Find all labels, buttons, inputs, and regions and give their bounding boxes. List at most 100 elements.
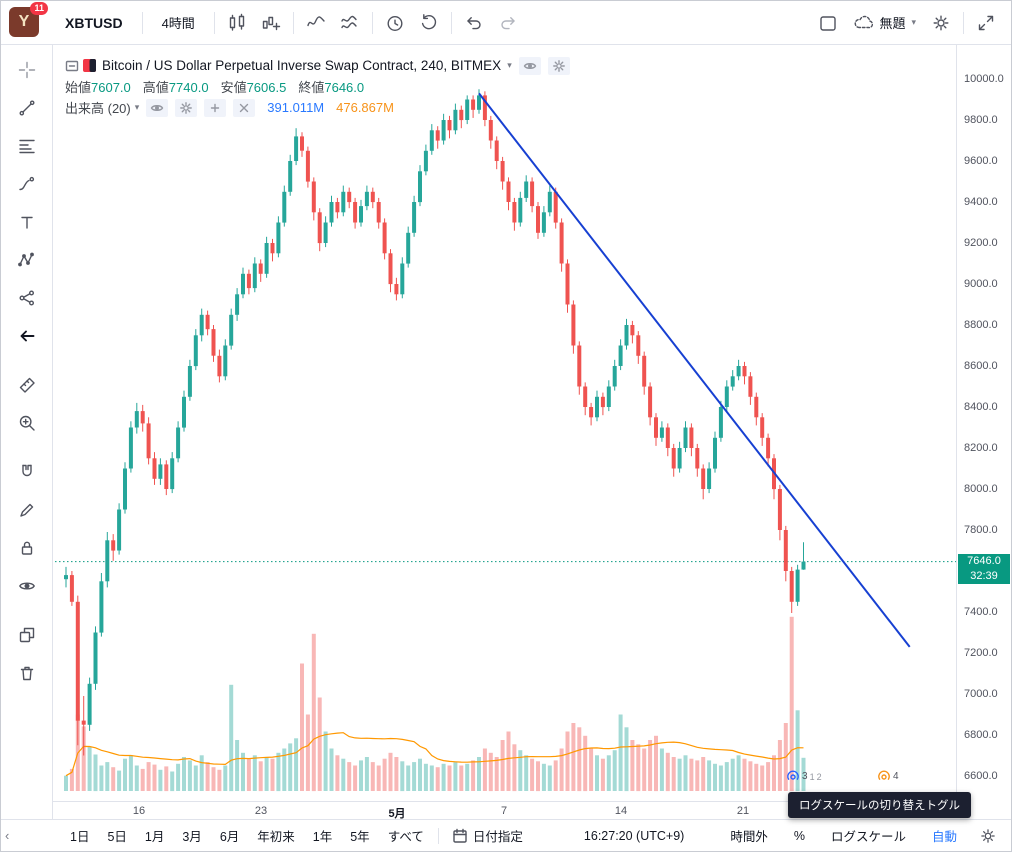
compare-button[interactable]	[254, 6, 288, 40]
drawing-toolbar	[1, 45, 53, 819]
time-axis[interactable]: 16 23 5月 7 14 21	[53, 801, 956, 821]
top-toolbar: Y 11 XBTUSD 4時間 無題 ▾	[1, 1, 1011, 45]
divider	[141, 11, 143, 34]
remove-volume-button[interactable]	[233, 98, 256, 117]
range-button-5年[interactable]: 5年	[341, 823, 378, 849]
tool-back-arrow-button[interactable]	[7, 317, 47, 355]
range-button-1年[interactable]: 1年	[304, 823, 341, 849]
tool-brush-button[interactable]	[7, 165, 47, 203]
price-axis[interactable]: 7646.0 32:39 10000.0 9800.0 9600.0 9400.0 92…	[956, 45, 1011, 801]
ruler-icon	[18, 376, 36, 394]
range-button-6月[interactable]: 6月	[211, 823, 248, 849]
text-icon	[18, 213, 36, 231]
price-tick: 8800.0	[964, 319, 998, 331]
time-tick: 5月	[388, 808, 406, 820]
tool-ruler-button[interactable]	[7, 366, 47, 404]
crosshair-icon	[18, 61, 36, 79]
undo-button[interactable]	[457, 6, 491, 40]
indicators-button[interactable]	[299, 6, 333, 40]
prediction-icon	[18, 289, 36, 307]
price-tick: 7200.0	[964, 647, 998, 659]
tool-crosshair-button[interactable]	[7, 51, 47, 89]
tool-object-tree-button[interactable]	[7, 616, 47, 654]
hide-volume-button[interactable]	[146, 98, 169, 117]
alert-button[interactable]	[378, 6, 412, 40]
symbol-button[interactable]: XBTUSD	[51, 6, 137, 40]
layout-icon	[818, 13, 838, 33]
time-tick: 16	[132, 805, 146, 817]
tool-text-button[interactable]	[7, 203, 47, 241]
tool-prediction-button[interactable]	[7, 279, 47, 317]
tool-hide-all-button[interactable]	[7, 567, 47, 605]
divider	[371, 11, 373, 34]
replay-icon	[419, 13, 439, 33]
interval-button[interactable]: 4時間	[148, 6, 209, 40]
app-logo[interactable]: Y 11	[9, 1, 48, 39]
indicators-icon	[306, 13, 326, 33]
chart-region[interactable]: 7646.0 32:39 10000.0 9800.0 9600.0 9400.0 92…	[53, 45, 1011, 821]
price-tick: 6800.0	[964, 729, 998, 741]
settings-button[interactable]	[924, 6, 958, 40]
bar-countdown-label: 32:39	[958, 569, 1010, 584]
fullscreen-button[interactable]	[969, 6, 1003, 40]
tool-xabcd-pattern-button[interactable]	[7, 241, 47, 279]
range-button-すべて[interactable]: すべて	[379, 823, 433, 849]
price-tick: 8200.0	[964, 442, 998, 454]
hide-all-icon	[18, 577, 36, 595]
range-button-年初来[interactable]: 年初来	[248, 823, 304, 849]
volume-indicator-label[interactable]: 出来高 (20)	[65, 101, 131, 116]
indicator-templates-button[interactable]	[333, 6, 367, 40]
chart-style-button[interactable]	[220, 6, 254, 40]
tool-drawing-lock-button[interactable]	[7, 491, 47, 529]
price-tick: 8400.0	[964, 401, 998, 413]
tool-fib-retracement-button[interactable]	[7, 127, 47, 165]
divider	[292, 11, 294, 34]
gear-icon	[979, 827, 997, 845]
symbol-title[interactable]: Bitcoin / US Dollar Perpetual Inverse Sw…	[102, 58, 502, 73]
tool-remove-drawings-button[interactable]	[7, 654, 47, 692]
bottom-toolbar: ‹ 1日 5日 1月 3月 6月 年初来 1年 5年 すべて 日付指定 16:27:20 (UT…	[1, 819, 1011, 851]
range-button-3月[interactable]: 3月	[173, 823, 210, 849]
marker-cluster[interactable]: 4	[877, 769, 899, 783]
series-settings-button[interactable]	[547, 56, 570, 75]
layout-name: 無題	[879, 16, 906, 31]
tool-lock-all-button[interactable]	[7, 529, 47, 567]
undo-icon	[464, 13, 484, 33]
collapse-legend-icon[interactable]	[65, 59, 79, 73]
extended-hours-button[interactable]: 時間外	[722, 823, 776, 849]
price-chart[interactable]	[53, 45, 956, 801]
trend-line-drawing[interactable]	[478, 92, 911, 648]
collapse-panel-arrow[interactable]: ‹	[5, 828, 10, 843]
volume-ma-line	[65, 732, 804, 777]
range-button-1月[interactable]: 1月	[136, 823, 173, 849]
add-indicator-button[interactable]	[204, 98, 227, 117]
auto-scale-button[interactable]: 自動	[924, 823, 965, 849]
hide-series-button[interactable]	[518, 56, 541, 75]
redo-button[interactable]	[491, 6, 525, 40]
range-button-1日[interactable]: 1日	[61, 823, 98, 849]
chart-legend: Bitcoin / US Dollar Perpetual Inverse Sw…	[65, 55, 570, 118]
price-tick: 7800.0	[964, 524, 998, 536]
save-layout-button[interactable]: 無題 ▾	[845, 6, 924, 40]
clock[interactable]: 16:27:20 (UTC+9)	[583, 828, 685, 843]
range-button-5日[interactable]: 5日	[98, 823, 135, 849]
lock-all-icon	[18, 539, 36, 557]
tool-trend-line-button[interactable]	[7, 89, 47, 127]
replay-button[interactable]	[412, 6, 446, 40]
goto-date-button[interactable]: 日付指定	[444, 823, 531, 849]
price-tick: 8600.0	[964, 360, 998, 372]
signal-rings-icon	[877, 769, 891, 783]
cloud-icon	[853, 13, 874, 33]
volume-settings-button[interactable]	[175, 98, 198, 117]
chevron-down-icon: ▾	[911, 17, 916, 27]
time-tick: 7	[500, 805, 508, 817]
tool-zoom-in-button[interactable]	[7, 404, 47, 442]
price-tick: 8000.0	[964, 483, 998, 495]
zoom-in-icon	[18, 414, 36, 432]
tool-magnet-button[interactable]	[7, 453, 47, 491]
log-scale-button[interactable]: ログスケール	[823, 823, 914, 849]
layout-button[interactable]	[811, 6, 845, 40]
percent-scale-button[interactable]: %	[786, 823, 813, 849]
chart-settings-button[interactable]	[975, 823, 1001, 849]
